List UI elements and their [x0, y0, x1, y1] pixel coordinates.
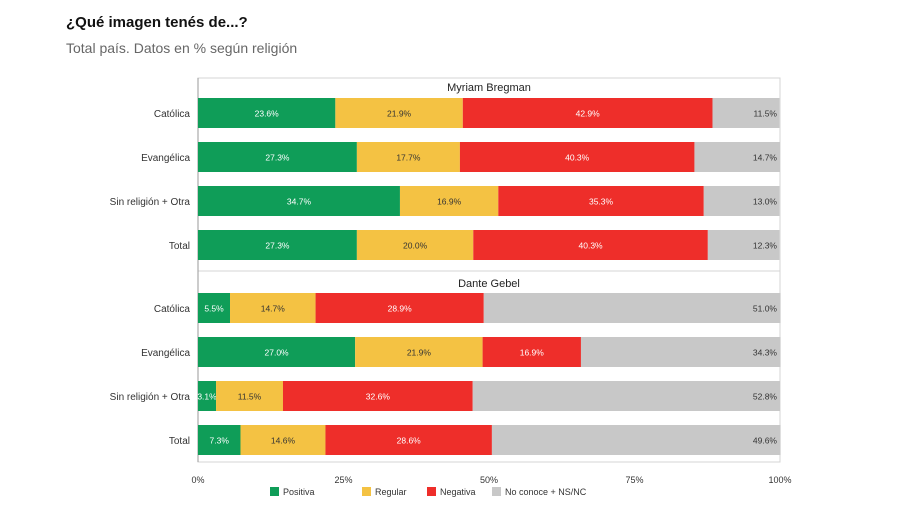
bar-segment-regular — [356, 230, 474, 260]
category-label: Sin religión + Otra — [110, 197, 191, 208]
data-label: 40.3% — [579, 241, 604, 251]
data-label: 12.3% — [753, 241, 778, 251]
legend-swatch — [492, 487, 501, 496]
data-label: 11.5% — [754, 109, 778, 119]
bar-segment-regular — [335, 98, 463, 128]
bar-segment-regular — [216, 381, 283, 411]
x-tick-label: 100% — [768, 475, 791, 485]
bar-segment-positiva — [198, 337, 356, 367]
bar-segment-regular — [356, 142, 460, 172]
data-label: 16.9% — [520, 348, 545, 358]
bar-segment-negativa — [462, 98, 713, 128]
legend-label: Regular — [375, 487, 407, 497]
data-label: 42.9% — [576, 109, 601, 119]
bar-segment-no-conoce-ns-nc — [703, 186, 780, 216]
bar-segment-no-conoce-ns-nc — [491, 425, 781, 455]
bar-segment-positiva — [198, 98, 336, 128]
x-tick-label: 75% — [625, 475, 643, 485]
bar-segment-negativa — [282, 381, 473, 411]
bar-segment-positiva — [198, 186, 400, 216]
legend-swatch — [427, 487, 436, 496]
data-label: 17.7% — [396, 153, 421, 163]
data-label: 3.1% — [197, 392, 217, 402]
data-label: 28.6% — [397, 436, 422, 446]
category-label: Evangélica — [141, 153, 190, 164]
category-label: Sin religión + Otra — [110, 392, 191, 403]
data-label: 52.8% — [753, 392, 778, 402]
bar-segment-negativa — [315, 293, 484, 323]
bar-segment-no-conoce-ns-nc — [472, 381, 780, 411]
category-label: Total — [169, 241, 190, 252]
data-label: 14.7% — [261, 304, 286, 314]
data-label: 27.3% — [265, 241, 290, 251]
data-label: 40.3% — [565, 153, 590, 163]
bar-segment-negativa — [498, 186, 704, 216]
x-tick-label: 25% — [334, 475, 352, 485]
legend-label: No conoce + NS/NC — [505, 487, 587, 497]
bar-segment-negativa — [482, 337, 581, 367]
bar-segment-no-conoce-ns-nc — [707, 230, 780, 260]
bar-segment-positiva — [198, 293, 231, 323]
data-label: 51.0% — [753, 304, 778, 314]
bar-segment-regular — [355, 337, 483, 367]
data-label: 21.9% — [407, 348, 432, 358]
bar-segment-negativa — [473, 230, 708, 260]
category-label: Total — [169, 436, 190, 447]
bar-segment-regular — [240, 425, 326, 455]
data-label: 16.9% — [437, 197, 462, 207]
bar-segment-no-conoce-ns-nc — [694, 142, 780, 172]
bar-segment-positiva — [198, 381, 217, 411]
data-label: 21.9% — [387, 109, 412, 119]
bar-segment-negativa — [459, 142, 695, 172]
data-label: 34.3% — [753, 348, 778, 358]
bar-segment-positiva — [198, 230, 357, 260]
x-tick-label: 50% — [480, 475, 498, 485]
data-label: 14.7% — [753, 153, 778, 163]
category-label: Católica — [154, 109, 191, 120]
x-tick-label: 0% — [191, 475, 204, 485]
panel-title: Dante Gebel — [458, 278, 520, 290]
data-label: 13.0% — [753, 197, 778, 207]
legend-swatch — [362, 487, 371, 496]
chart-subtitle: Total país. Datos en % según religión — [66, 40, 298, 56]
data-label: 23.6% — [255, 109, 280, 119]
data-label: 34.7% — [287, 197, 312, 207]
legend-swatch — [270, 487, 279, 496]
data-label: 11.5% — [238, 392, 262, 402]
legend-label: Positiva — [283, 487, 315, 497]
bar-segment-no-conoce-ns-nc — [580, 337, 781, 367]
category-label: Católica — [154, 304, 191, 315]
data-label: 27.3% — [265, 153, 290, 163]
data-label: 35.3% — [589, 197, 614, 207]
data-label: 49.6% — [753, 436, 778, 446]
data-label: 27.0% — [265, 348, 290, 358]
bar-segment-no-conoce-ns-nc — [483, 293, 781, 323]
panel-title: Myriam Bregman — [447, 82, 531, 94]
bar-segment-regular — [230, 293, 316, 323]
data-label: 14.6% — [271, 436, 296, 446]
data-label: 7.3% — [210, 436, 230, 446]
data-label: 5.5% — [204, 304, 224, 314]
data-label: 28.9% — [388, 304, 413, 314]
bar-segment-positiva — [198, 425, 241, 455]
bar-segment-no-conoce-ns-nc — [712, 98, 780, 128]
chart-title: ¿Qué imagen tenés de...? — [66, 14, 248, 31]
bar-segment-regular — [399, 186, 499, 216]
bar-segment-negativa — [325, 425, 492, 455]
bar-segment-positiva — [198, 142, 357, 172]
data-label: 20.0% — [403, 241, 428, 251]
data-label: 32.6% — [366, 392, 391, 402]
legend-label: Negativa — [440, 487, 476, 497]
category-label: Evangélica — [141, 348, 190, 359]
